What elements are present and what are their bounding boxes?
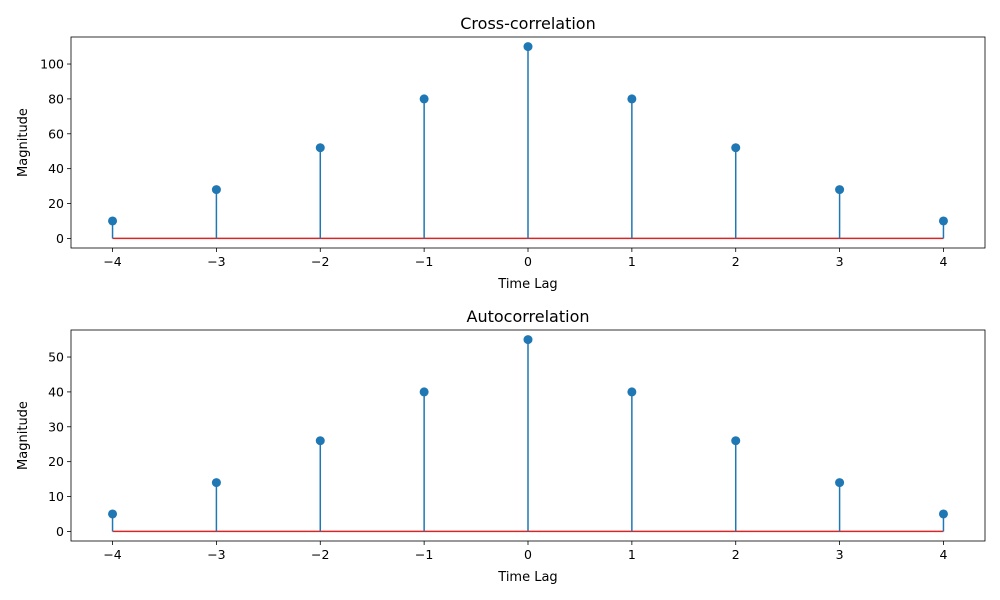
y-tick-label: 30 xyxy=(48,419,64,434)
cross-correlation-chart: Cross-correlation Time Lag Magnitude −4 −… xyxy=(16,14,986,292)
y-tick-label: 80 xyxy=(48,91,64,106)
stem-marker xyxy=(108,509,118,519)
stem-marker xyxy=(315,436,325,446)
x-tick-label: 3 xyxy=(836,547,844,562)
x-tick-label: −4 xyxy=(103,254,121,269)
x-tick-label: 3 xyxy=(836,254,844,269)
y-tick-label: 100 xyxy=(40,57,64,72)
stem-marker xyxy=(523,42,533,52)
x-tick-label: 0 xyxy=(524,547,532,562)
y-tick-label: 20 xyxy=(48,454,64,469)
y-tick-label: 40 xyxy=(48,161,64,176)
x-axis-label: Time Lag xyxy=(497,277,557,292)
x-tick-label: −1 xyxy=(415,547,433,562)
x-tick-label: 1 xyxy=(628,254,636,269)
x-tick-label: −3 xyxy=(207,547,225,562)
stem-marker xyxy=(835,478,845,488)
x-tick-label: −2 xyxy=(311,254,329,269)
stem-marker xyxy=(315,143,325,153)
y-tick-label: 0 xyxy=(56,231,64,246)
x-tick-label: 1 xyxy=(628,547,636,562)
stem-marker xyxy=(938,509,948,519)
stem-marker xyxy=(627,94,637,104)
stem-marker xyxy=(211,185,221,195)
x-tick-label: 4 xyxy=(939,254,947,269)
stem-marker xyxy=(419,387,429,397)
stem-marker xyxy=(108,216,118,226)
y-tick-label: 0 xyxy=(56,524,64,539)
y-axis-label: Magnitude xyxy=(16,108,31,177)
stem-marker xyxy=(731,436,741,446)
y-tick-label: 20 xyxy=(48,196,64,211)
y-tick-label: 50 xyxy=(48,350,64,365)
x-tick-label: 4 xyxy=(939,547,947,562)
x-axis-label: Time Lag xyxy=(497,570,557,585)
stem-marker xyxy=(835,185,845,195)
stem-marker xyxy=(627,387,637,397)
chart-title: Autocorrelation xyxy=(467,307,590,326)
x-tick-label: −3 xyxy=(207,254,225,269)
y-tick-label: 40 xyxy=(48,384,64,399)
stem-marker xyxy=(211,478,221,488)
chart-title: Cross-correlation xyxy=(460,14,595,33)
y-tick-label: 60 xyxy=(48,126,64,141)
x-tick-label: −4 xyxy=(103,547,121,562)
autocorrelation-chart: Autocorrelation Time Lag Magnitude −4 −3 −… xyxy=(16,307,986,585)
x-tick-label: 2 xyxy=(732,547,740,562)
y-tick-label: 10 xyxy=(48,489,64,504)
y-axis-label: Magnitude xyxy=(16,401,31,470)
stem-marker xyxy=(731,143,741,153)
x-tick-label: 0 xyxy=(524,254,532,269)
stem-marker xyxy=(419,94,429,104)
stem-marker xyxy=(938,216,948,226)
x-tick-label: −1 xyxy=(415,254,433,269)
stem-marker xyxy=(523,335,533,345)
x-tick-label: 2 xyxy=(732,254,740,269)
x-tick-label: −2 xyxy=(311,547,329,562)
